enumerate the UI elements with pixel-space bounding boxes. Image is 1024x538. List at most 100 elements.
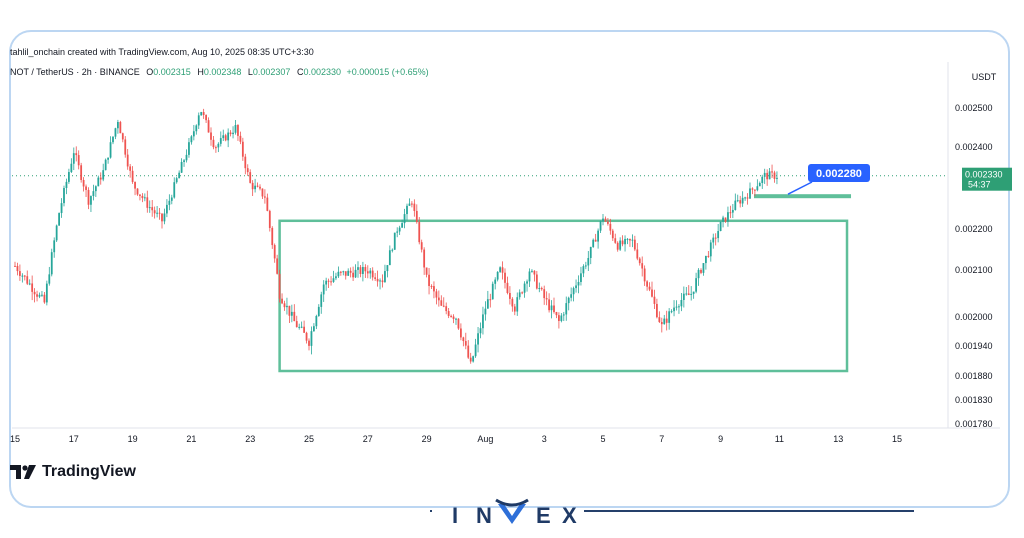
- candle-down: [420, 242, 423, 250]
- candle-down: [249, 172, 252, 183]
- candle-down: [266, 197, 269, 211]
- range-box[interactable]: [278, 219, 849, 373]
- candle-up: [697, 269, 700, 279]
- candle-up: [322, 284, 325, 295]
- candle-up: [391, 249, 394, 251]
- x-axis-ticks: 15 17 19 21 23 25 27 29 Aug 3 5 7 9 11 13 15: [10, 434, 902, 444]
- candle-up: [731, 209, 734, 213]
- candle-down: [643, 268, 646, 282]
- candle-up: [567, 297, 570, 304]
- candle-up: [712, 237, 715, 243]
- candle-up: [388, 250, 391, 266]
- candle-down: [489, 299, 492, 301]
- candle-down: [259, 186, 261, 189]
- candle-up: [719, 221, 722, 232]
- candle-up: [692, 291, 695, 294]
- candle-up: [300, 326, 303, 328]
- low-value: 0.002307: [252, 67, 291, 77]
- candle-down: [261, 188, 264, 197]
- candle-down: [303, 326, 305, 333]
- x-tick-label: 7: [659, 434, 664, 444]
- candle-up: [406, 205, 408, 215]
- candle-down: [134, 181, 136, 189]
- candle-down: [658, 317, 661, 322]
- candle-down: [513, 306, 516, 312]
- candle-down: [374, 277, 377, 279]
- symbol-name[interactable]: NOT / TetherUS · 2h · BINANCE: [10, 67, 140, 77]
- candle-up: [38, 294, 41, 297]
- candle-down: [276, 258, 279, 274]
- x-tick-label: Aug: [477, 434, 493, 444]
- candle-up: [362, 267, 364, 274]
- x-tick-label: 13: [833, 434, 843, 444]
- price-callout[interactable]: 0.002280: [787, 164, 870, 195]
- candle-down: [344, 271, 347, 276]
- candle-up: [479, 328, 482, 334]
- candle-down: [288, 305, 291, 316]
- candle-down: [511, 298, 514, 307]
- candle-up: [756, 186, 759, 191]
- candle-up: [219, 138, 222, 144]
- candle-up: [97, 177, 100, 187]
- high-label: H: [197, 67, 204, 77]
- candle-up: [195, 125, 198, 132]
- candle-up: [744, 197, 746, 199]
- candle-up: [580, 273, 582, 282]
- candle-up: [531, 270, 533, 272]
- candle-down: [210, 132, 212, 140]
- candle-up: [526, 281, 528, 284]
- candle-up: [408, 203, 411, 206]
- candle-down: [246, 168, 249, 173]
- candle-down: [376, 278, 379, 282]
- candle-up: [722, 217, 724, 222]
- candle-up: [45, 283, 48, 303]
- candle-up: [185, 154, 188, 161]
- candle-up: [734, 200, 737, 210]
- candle-down: [611, 230, 614, 239]
- candle-down: [545, 298, 548, 300]
- candle-up: [369, 270, 372, 274]
- candle-up: [325, 280, 328, 285]
- y-tick-label: 0.001880: [955, 371, 993, 381]
- candle-down: [614, 238, 617, 243]
- marked-level-line[interactable]: [754, 194, 852, 199]
- candle-up: [178, 172, 181, 179]
- svg-text:X: X: [562, 503, 577, 528]
- candle-up: [50, 252, 53, 275]
- candle-down: [146, 197, 149, 208]
- candle-up: [550, 305, 553, 311]
- currency-label[interactable]: USDT: [972, 72, 997, 82]
- candle-up: [183, 160, 185, 162]
- candle-down: [31, 283, 34, 292]
- candle-up: [597, 230, 599, 242]
- candle-up: [494, 279, 497, 284]
- candle-up: [92, 191, 95, 197]
- tradingview-logo[interactable]: TradingView: [10, 463, 136, 481]
- candle-up: [668, 311, 671, 323]
- candle-down: [99, 177, 102, 180]
- candle-down: [411, 203, 413, 205]
- candle-up: [58, 213, 60, 226]
- candle-down: [707, 255, 710, 257]
- candle-up: [63, 187, 65, 204]
- candle-down: [506, 282, 509, 293]
- candle-up: [254, 185, 256, 190]
- candle-down: [251, 182, 254, 190]
- candle-up: [705, 255, 707, 264]
- candle-down: [327, 280, 330, 282]
- candle-down: [452, 316, 455, 319]
- candle-up: [673, 307, 675, 312]
- candle-down: [85, 186, 87, 190]
- candle-down: [131, 170, 134, 182]
- candle-down: [129, 166, 132, 171]
- candle-up: [761, 176, 764, 184]
- x-tick-label: 3: [542, 434, 547, 444]
- candle-down: [648, 286, 651, 290]
- candle-down: [428, 274, 430, 287]
- candle-up: [717, 231, 720, 239]
- candle-down: [366, 271, 369, 274]
- candle-down: [268, 210, 271, 228]
- candle-up: [575, 285, 577, 289]
- candle-up: [180, 161, 183, 173]
